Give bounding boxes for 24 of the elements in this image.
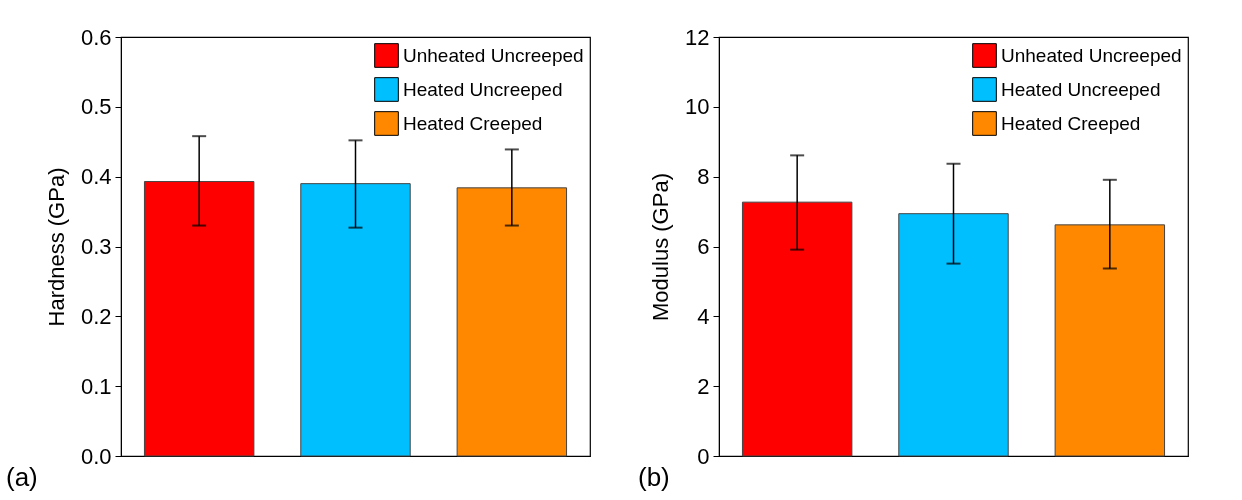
y-tick-label: 12: [685, 24, 710, 50]
y-tick-label: 0.0: [80, 443, 112, 469]
y-tick-label: 0.2: [80, 303, 112, 329]
y-tick-label: 6: [697, 234, 710, 259]
y-tick-label: 0.5: [80, 94, 112, 120]
legend-label: Heated Uncreeped: [1001, 78, 1161, 100]
y-tick-label: 0.4: [80, 164, 112, 190]
legend-label: Unheated Uncreeped: [1001, 44, 1182, 66]
y-tick-label: 10: [685, 94, 710, 120]
y-tick-label: 0.6: [80, 24, 112, 50]
y-tick-label: 4: [697, 303, 710, 329]
legend-label: Heated Creeped: [1001, 112, 1141, 134]
y-tick-label: 0.3: [80, 234, 112, 259]
y-tick-label: 8: [697, 164, 710, 190]
y-axis-title: Hardness (GPa): [43, 167, 69, 327]
text: (a): [6, 462, 38, 493]
text: (b): [638, 462, 670, 493]
y-tick-label: 0.1: [80, 373, 112, 399]
y-tick-label: 2: [697, 373, 710, 399]
legend-label: Heated Uncreeped: [403, 78, 563, 100]
legend-label: Unheated Uncreeped: [403, 44, 584, 66]
y-tick-label: 0: [697, 443, 710, 469]
y-axis-title: Modulus (GPa): [648, 173, 674, 321]
legend-label: Heated Creeped: [403, 112, 543, 134]
